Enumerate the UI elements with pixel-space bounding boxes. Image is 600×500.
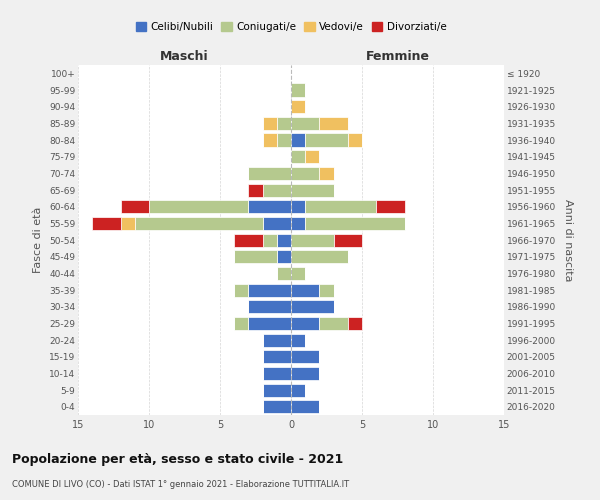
Bar xyxy=(305,200,376,213)
Y-axis label: Fasce di età: Fasce di età xyxy=(34,207,43,273)
Bar xyxy=(263,184,291,196)
Bar xyxy=(234,250,277,263)
Bar xyxy=(291,134,305,146)
Bar xyxy=(305,134,348,146)
Bar xyxy=(319,117,348,130)
Bar xyxy=(291,384,305,396)
Bar xyxy=(291,217,305,230)
Text: COMUNE DI LIVO (CO) - Dati ISTAT 1° gennaio 2021 - Elaborazione TUTTITALIA.IT: COMUNE DI LIVO (CO) - Dati ISTAT 1° genn… xyxy=(12,480,349,489)
Bar xyxy=(291,367,319,380)
Bar xyxy=(291,350,319,363)
Y-axis label: Anni di nascita: Anni di nascita xyxy=(563,198,572,281)
Bar xyxy=(348,317,362,330)
Bar xyxy=(291,100,305,113)
Bar xyxy=(291,250,348,263)
Bar xyxy=(263,134,277,146)
Bar xyxy=(263,400,291,413)
Text: Femmine: Femmine xyxy=(365,50,430,62)
Bar xyxy=(263,384,291,396)
Bar xyxy=(92,217,121,230)
Text: Popolazione per età, sesso e stato civile - 2021: Popolazione per età, sesso e stato civil… xyxy=(12,452,343,466)
Bar xyxy=(263,334,291,346)
Bar xyxy=(263,234,277,246)
Bar xyxy=(291,300,334,313)
Bar xyxy=(248,184,263,196)
Bar xyxy=(248,284,291,296)
Bar xyxy=(248,167,291,180)
Bar xyxy=(248,300,291,313)
Bar xyxy=(291,334,305,346)
Bar xyxy=(291,167,319,180)
Bar xyxy=(319,167,334,180)
Bar xyxy=(263,117,277,130)
Legend: Celibi/Nubili, Coniugati/e, Vedovi/e, Divorziati/e: Celibi/Nubili, Coniugati/e, Vedovi/e, Di… xyxy=(131,18,451,36)
Bar xyxy=(263,350,291,363)
Bar xyxy=(291,200,305,213)
Bar xyxy=(277,117,291,130)
Bar xyxy=(291,184,334,196)
Bar xyxy=(277,134,291,146)
Bar xyxy=(291,267,305,280)
Text: Maschi: Maschi xyxy=(160,50,209,62)
Bar xyxy=(135,217,263,230)
Bar xyxy=(334,234,362,246)
Bar xyxy=(319,284,334,296)
Bar xyxy=(376,200,404,213)
Bar xyxy=(149,200,248,213)
Bar xyxy=(291,150,305,163)
Bar xyxy=(234,284,248,296)
Bar xyxy=(248,200,291,213)
Bar xyxy=(305,217,404,230)
Bar xyxy=(277,250,291,263)
Bar xyxy=(263,367,291,380)
Bar xyxy=(291,84,305,96)
Bar xyxy=(234,234,263,246)
Bar xyxy=(319,317,348,330)
Bar xyxy=(291,400,319,413)
Bar xyxy=(263,217,291,230)
Bar xyxy=(305,150,319,163)
Bar xyxy=(234,317,248,330)
Bar xyxy=(277,267,291,280)
Bar xyxy=(291,284,319,296)
Bar xyxy=(121,217,135,230)
Bar xyxy=(291,317,319,330)
Bar xyxy=(248,317,291,330)
Bar xyxy=(121,200,149,213)
Bar xyxy=(348,134,362,146)
Bar xyxy=(291,117,319,130)
Bar xyxy=(277,234,291,246)
Bar xyxy=(291,234,334,246)
